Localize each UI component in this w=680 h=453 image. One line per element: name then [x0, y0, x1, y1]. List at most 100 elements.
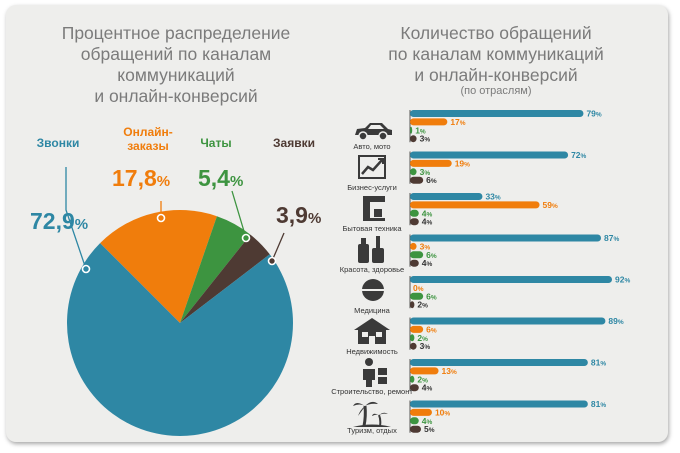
house-icon — [354, 318, 390, 344]
pie-leader-marker — [81, 264, 91, 274]
bar-calls — [410, 276, 612, 283]
bar-requests — [410, 342, 417, 350]
bar-value-label: 3% — [420, 241, 431, 251]
bar-requests — [410, 301, 415, 309]
category-label-auto: Авто, мото — [353, 142, 391, 151]
bar-value-label: 5% — [424, 424, 435, 434]
bar-orders — [410, 408, 432, 416]
pie-value-calls-number: 72,9 — [30, 208, 75, 234]
bar-value-label: 72% — [571, 150, 586, 160]
bar-value-label: 4% — [422, 208, 433, 218]
bar-orders — [410, 118, 448, 126]
bar-value-label: 6% — [426, 250, 437, 260]
bar-requests — [410, 176, 424, 184]
pie-leader-marker — [241, 233, 251, 243]
bar-chats — [410, 126, 413, 134]
pie-slice-requests — [180, 234, 270, 323]
bar-calls — [410, 193, 483, 200]
car-icon — [355, 123, 392, 141]
bar-calls — [410, 317, 606, 325]
pills-icon — [362, 279, 384, 301]
bar-calls — [410, 110, 584, 117]
pie-value-chats-number: 5,4 — [198, 165, 230, 191]
bar-chats — [410, 334, 415, 342]
pie-value-calls: 72,9% — [30, 208, 88, 238]
chart-icon — [358, 155, 386, 179]
pie-value-requests: 3,9% — [276, 202, 321, 232]
bar-chats — [410, 168, 417, 176]
bars-subtitle: (по отраслям) — [460, 85, 532, 97]
bar-value-label: 0% — [413, 283, 424, 293]
bar-value-label: 81% — [591, 358, 606, 368]
pie-label-requests: Заявки — [273, 136, 315, 150]
bar-value-label: 2% — [417, 300, 428, 310]
bar-value-label: 6% — [426, 324, 437, 334]
pie-chart — [65, 167, 294, 436]
pie-label-online-orders: Онлайн- заказы — [123, 125, 173, 153]
bar-chats — [410, 375, 415, 383]
pie-label-chats: Чаты — [200, 136, 232, 150]
pie-value-orders-number: 17,8 — [112, 165, 157, 191]
category-label-tourism: Туризм, отдых — [347, 426, 397, 435]
bar-calls — [410, 151, 569, 159]
bar-value-label: 3% — [420, 134, 431, 144]
bar-value-label: 79% — [586, 109, 601, 119]
bar-requests — [410, 384, 419, 392]
bar-orders — [410, 325, 424, 333]
infographic-card: Процентное распределение обращений по ка… — [6, 5, 668, 442]
pie-slice-chats — [180, 216, 251, 323]
bar-calls — [410, 234, 602, 242]
coffee-machine-icon — [363, 196, 385, 221]
bar-requests — [410, 135, 417, 143]
bar-value-label: 3% — [420, 341, 431, 351]
worker-icon — [363, 358, 387, 387]
bar-value-label: 6% — [426, 291, 437, 301]
bar-orders — [410, 159, 452, 167]
pie-leader-line — [231, 190, 247, 239]
pie-leader-line — [271, 232, 285, 262]
bar-value-label: 10% — [435, 407, 450, 417]
bar-chats — [410, 417, 419, 425]
bar-requests — [410, 259, 419, 267]
pie-value-orders-unit: % — [156, 173, 171, 190]
pie-slice-online-orders — [100, 209, 217, 323]
bar-value-label: 59% — [543, 200, 558, 210]
bar-value-label: 6% — [426, 175, 437, 185]
bar-value-label: 92% — [615, 275, 630, 285]
cosmetics-icon — [358, 236, 384, 263]
bar-value-label: 4% — [422, 258, 433, 268]
pie-slice-calls — [67, 243, 294, 436]
bar-value-label: 2% — [417, 374, 428, 384]
pie-value-chats: 5,4% — [198, 165, 243, 195]
category-label-realty: Недвижимость — [346, 347, 398, 356]
bar-value-label: 4% — [422, 416, 433, 426]
bar-chart: 79%17%1%3%72%19%3%6%33%59%4%4%87%3%6%4%9… — [409, 109, 630, 434]
bar-chats — [410, 209, 419, 217]
bar-value-label: 81% — [591, 399, 606, 409]
bar-value-label: 33% — [485, 192, 500, 202]
bar-value-label: 2% — [417, 333, 428, 343]
palm-icon — [353, 401, 391, 427]
bar-value-label: 3% — [420, 167, 431, 177]
bar-value-label: 1% — [415, 125, 426, 135]
pie-value-requests-unit: % — [307, 210, 322, 227]
bar-calls — [410, 400, 588, 408]
bar-chats — [410, 292, 424, 300]
category-label-appliances: Бытовая техника — [342, 224, 402, 233]
bar-value-label: 17% — [450, 117, 465, 127]
bar-value-label: 4% — [422, 217, 433, 227]
pie-leader-marker — [156, 213, 166, 223]
bar-value-label: 13% — [442, 366, 457, 376]
category-label-beauty: Красота, здоровье — [339, 265, 405, 274]
pie-label-calls: Звонки — [36, 136, 80, 150]
pie-value-calls-unit: % — [74, 216, 89, 233]
bar-requests — [410, 425, 421, 433]
pie-leader-line — [65, 167, 87, 270]
category-label-business: Бизнес-услуги — [347, 183, 397, 192]
bar-value-label: 4% — [422, 383, 433, 393]
category-label-medicine: Медицина — [354, 306, 390, 315]
bars-title: Количество обращений по каналам коммуник… — [388, 23, 604, 85]
pie-value-requests-number: 3,9 — [276, 202, 308, 228]
bar-orders — [410, 367, 439, 375]
pie-value-chats-unit: % — [229, 173, 244, 190]
